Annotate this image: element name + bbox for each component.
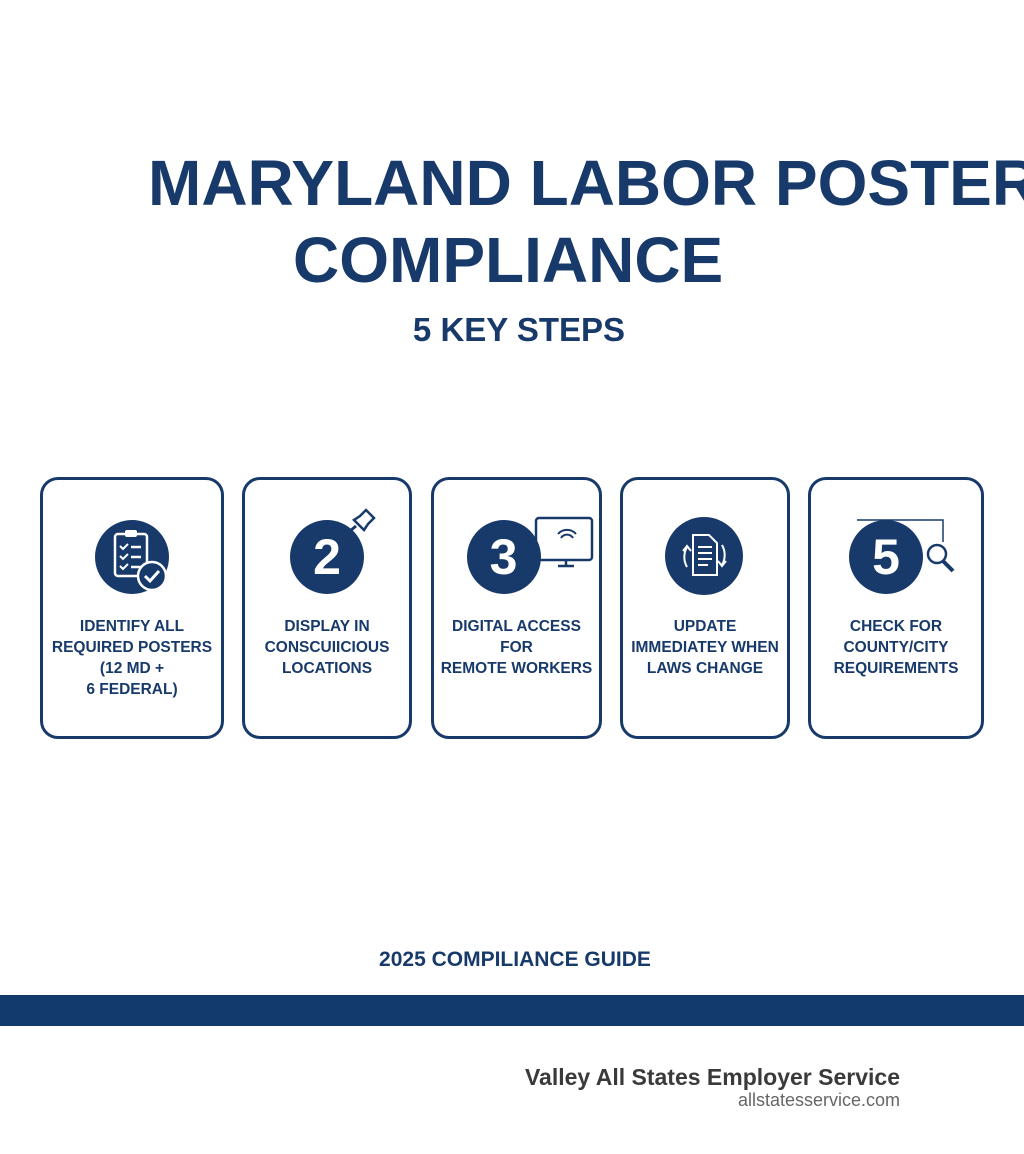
monitor-wifi-icon: [534, 516, 594, 568]
compliance-guide-label: 2025 COMPILIANCE GUIDE: [379, 948, 651, 971]
step-number: 2: [313, 529, 341, 585]
step-number-badge: 3: [466, 520, 541, 594]
step-number-badge: 5: [849, 520, 923, 594]
step-card-5: 5 CHECK FOR COUNTY/CITY REQUIREMENTS: [808, 477, 984, 739]
step-text: DISPLAY IN CONSCUIICIOUS LOCATIONS: [264, 618, 390, 677]
step-text: UPDATE IMMEDIATEY WHEN LAWS CHANGE: [631, 618, 779, 677]
subtitle: 5 KEY STEPS: [412, 311, 626, 348]
step-card-4: UPDATE IMMEDIATEY WHEN LAWS CHANGE: [620, 477, 790, 739]
step-card-1: IDENTIFY ALL REQUIRED POSTERS (12 MD + 6…: [40, 477, 224, 739]
step-text: DIGITAL ACCESS FOR REMOTE WORKERS: [440, 618, 593, 677]
title-line-1: MARYLAND LABOR POSTER: [148, 147, 1024, 219]
step-number: 3: [489, 529, 518, 585]
clipboard-check-icon: [95, 520, 169, 594]
step-text: CHECK FOR COUNTY/CITY REQUIREMENTS: [833, 618, 959, 677]
document-refresh-icon: [665, 517, 743, 595]
step-card-2: 2 DISPLAY IN CONSCUIICIOUS LOCATIONS: [242, 477, 412, 739]
footer-band: [0, 995, 1024, 1026]
step-card-3: 3 DIGITAL ACCESS FOR REMOTE WORKERS: [431, 477, 602, 739]
step-number: 5: [872, 529, 900, 585]
company-name: Valley All States Employer Service: [524, 1064, 900, 1090]
pushpin-icon: [343, 508, 376, 538]
step-text: IDENTIFY ALL REQUIRED POSTERS (12 MD + 6…: [51, 618, 213, 698]
map-magnifier-icon: [857, 519, 955, 573]
step-number-badge: 2: [290, 520, 364, 594]
company-url[interactable]: allstatesservice.com: [737, 1090, 900, 1110]
title-line-2: COMPLIANCE: [293, 224, 724, 296]
